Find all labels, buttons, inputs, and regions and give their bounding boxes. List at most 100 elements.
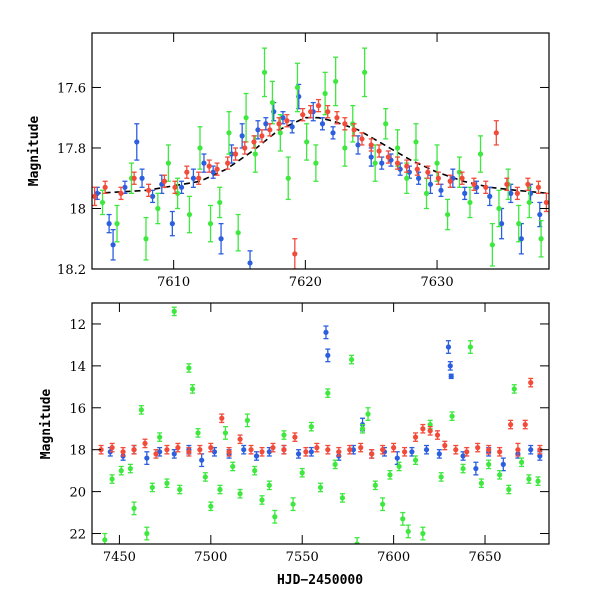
bottom-data-point — [131, 501, 137, 516]
marker — [276, 121, 282, 127]
top-data-point — [277, 114, 283, 152]
bottom-data-point — [109, 474, 115, 484]
marker — [434, 432, 441, 438]
bottom-data-point — [308, 446, 314, 457]
top-data-point — [218, 222, 224, 255]
marker — [500, 461, 506, 467]
marker — [314, 445, 320, 451]
bottom-data-point — [442, 440, 448, 451]
bottom-data-point — [244, 413, 250, 428]
marker — [409, 449, 415, 455]
marker — [207, 221, 214, 227]
top-data-point — [516, 204, 522, 243]
top-data-point — [99, 189, 106, 216]
top-data-point — [388, 153, 394, 167]
marker — [237, 491, 243, 497]
bottom-data-point — [317, 482, 324, 493]
marker — [149, 193, 156, 199]
bottom-data-point — [423, 444, 430, 455]
marker — [325, 390, 331, 396]
marker — [186, 211, 193, 218]
marker — [467, 199, 473, 206]
top-data-point — [313, 144, 319, 182]
marker — [106, 221, 112, 227]
marker — [201, 160, 207, 166]
marker — [477, 151, 484, 157]
marker — [359, 136, 365, 142]
marker — [486, 461, 492, 467]
marker — [387, 472, 393, 478]
top-series-3 — [92, 98, 549, 269]
bottom-data-point — [518, 457, 525, 468]
marker — [247, 260, 253, 266]
marker — [342, 145, 348, 151]
marker — [444, 211, 451, 218]
bottom-panel-full-light-curve: 7450 7500 7550 7600 7650 12 14 16 18 20 22 Magnitu… — [39, 302, 550, 588]
bottom-data-point — [325, 444, 331, 455]
marker — [406, 169, 412, 175]
marker — [266, 482, 272, 488]
top-ytick-label: 18 — [69, 202, 86, 217]
marker — [177, 486, 183, 493]
bottom-data-point — [348, 354, 355, 365]
marker — [497, 472, 503, 478]
marker — [157, 434, 163, 440]
top-data-point — [92, 186, 98, 207]
marker — [285, 175, 291, 181]
top-xtick-label: 7620 — [289, 275, 322, 290]
marker — [385, 154, 391, 160]
marker — [405, 528, 411, 535]
marker — [99, 199, 106, 206]
marker — [460, 453, 466, 459]
marker — [504, 181, 510, 187]
marker — [142, 440, 148, 447]
marker — [460, 465, 466, 472]
marker — [423, 447, 430, 453]
top-data-point — [139, 168, 145, 188]
marker — [475, 445, 481, 451]
bottom-data-point — [164, 478, 170, 489]
marker — [138, 407, 144, 413]
bottom-ytick-label: 14 — [69, 360, 86, 375]
top-data-point — [423, 177, 430, 210]
bottom-data-point — [380, 444, 386, 455]
top-data-point — [322, 71, 328, 116]
marker — [153, 451, 159, 457]
marker — [325, 447, 331, 453]
bottom-data-point — [270, 442, 276, 453]
marker — [186, 365, 192, 371]
marker — [445, 344, 452, 350]
bottom-data-point — [447, 361, 453, 371]
marker — [149, 484, 155, 491]
bottom-data-point — [325, 388, 331, 398]
marker — [165, 160, 171, 166]
top-data-point — [255, 120, 261, 140]
top-data-point — [239, 123, 245, 149]
bottom-data-point — [325, 348, 331, 363]
marker — [487, 193, 493, 199]
marker — [131, 447, 137, 453]
top-data-point — [487, 186, 493, 207]
marker — [184, 169, 190, 175]
marker — [462, 190, 468, 196]
top-data-point — [131, 171, 137, 185]
marker — [261, 69, 268, 75]
marker — [120, 449, 126, 455]
top-data-point — [184, 165, 190, 179]
marker — [325, 352, 331, 358]
marker — [127, 465, 133, 472]
bottom-data-point — [118, 465, 124, 476]
marker — [333, 78, 339, 85]
marker — [497, 449, 503, 455]
marker — [253, 453, 260, 459]
top-data-point — [161, 174, 168, 188]
marker — [336, 449, 342, 455]
top-panel-zoomed-light-curve: 7610 7620 7630 17.6 17.8 18 18.2 Magnitude — [27, 32, 550, 290]
marker — [447, 178, 453, 184]
marker — [255, 127, 261, 133]
top-data-point — [330, 126, 336, 140]
marker — [397, 166, 403, 172]
marker — [269, 99, 276, 106]
marker — [172, 184, 178, 190]
marker — [230, 463, 236, 470]
